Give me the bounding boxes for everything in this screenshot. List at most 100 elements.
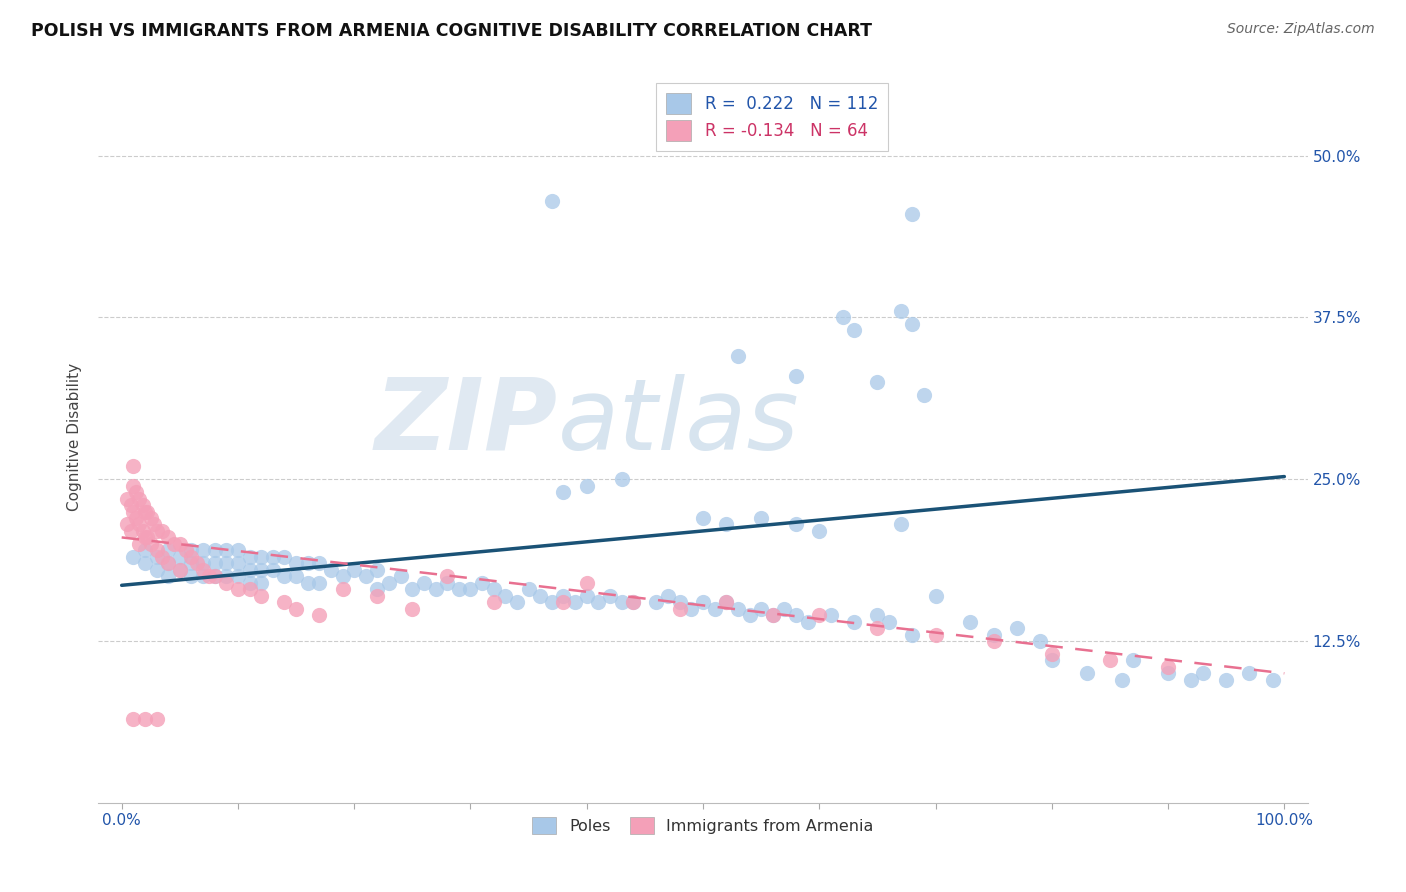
Point (621, 595, 644, 609)
Point (136, 504, 159, 518)
Point (1215, 673, 1237, 687)
Point (136, 530, 159, 544)
Point (169, 537, 191, 551)
Point (610, 472, 633, 486)
Point (122, 504, 145, 518)
Point (134, 530, 156, 544)
Point (762, 608, 785, 623)
Point (901, 627, 924, 641)
Point (215, 569, 238, 583)
Point (866, 621, 889, 635)
Point (297, 575, 319, 590)
Point (959, 615, 981, 629)
Point (128, 517, 150, 532)
Point (749, 601, 772, 615)
Point (285, 569, 308, 583)
Point (575, 589, 598, 603)
Y-axis label: Cognitive Disability: Cognitive Disability (67, 363, 83, 511)
Point (250, 563, 273, 577)
Point (1157, 666, 1180, 681)
Point (117, 517, 139, 532)
Point (901, 317, 924, 331)
Point (169, 563, 191, 577)
Point (785, 368, 807, 383)
Point (332, 582, 354, 597)
Point (262, 549, 284, 564)
Point (436, 569, 458, 583)
Point (139, 537, 162, 551)
Point (239, 582, 262, 597)
Point (564, 595, 586, 609)
Point (924, 589, 946, 603)
Point (471, 575, 494, 590)
Point (1192, 666, 1215, 681)
Point (657, 589, 679, 603)
Point (145, 543, 167, 558)
Point (122, 549, 145, 564)
Point (180, 557, 202, 571)
Point (128, 537, 150, 551)
Point (297, 557, 319, 571)
Text: ZIP: ZIP (375, 374, 558, 471)
Point (262, 563, 284, 577)
Point (796, 615, 818, 629)
Legend: Poles, Immigrants from Armenia: Poles, Immigrants from Armenia (524, 809, 882, 842)
Point (180, 549, 202, 564)
Point (204, 543, 226, 558)
Point (389, 569, 412, 583)
Point (1122, 653, 1144, 667)
Point (460, 582, 482, 597)
Text: POLISH VS IMMIGRANTS FROM ARMENIA COGNITIVE DISABILITY CORRELATION CHART: POLISH VS IMMIGRANTS FROM ARMENIA COGNIT… (31, 22, 872, 40)
Point (983, 634, 1005, 648)
Point (553, 595, 575, 609)
Point (239, 563, 262, 577)
Point (250, 575, 273, 590)
Point (226, 557, 249, 571)
Point (273, 569, 295, 583)
Point (122, 712, 145, 726)
Point (866, 608, 889, 623)
Point (820, 608, 842, 623)
Point (145, 524, 167, 538)
Point (727, 349, 749, 363)
Point (378, 575, 401, 590)
Point (308, 608, 330, 623)
Point (157, 530, 180, 544)
Point (1239, 666, 1261, 681)
Point (169, 563, 191, 577)
Point (204, 569, 226, 583)
Point (157, 569, 180, 583)
Point (204, 557, 226, 571)
Point (773, 601, 796, 615)
Point (215, 543, 238, 558)
Point (844, 615, 866, 629)
Point (226, 543, 249, 558)
Point (139, 511, 162, 525)
Point (122, 459, 145, 474)
Point (681, 601, 703, 615)
Point (366, 582, 388, 597)
Point (134, 712, 156, 726)
Point (1180, 673, 1202, 687)
Point (401, 601, 423, 615)
Point (131, 498, 153, 512)
Point (482, 595, 505, 609)
Point (645, 595, 668, 609)
Point (494, 589, 516, 603)
Point (621, 595, 644, 609)
Point (191, 563, 214, 577)
Point (163, 537, 186, 551)
Point (413, 575, 436, 590)
Point (517, 582, 540, 597)
Point (401, 582, 423, 597)
Point (308, 557, 330, 571)
Point (890, 303, 912, 318)
Point (145, 712, 167, 726)
Point (1098, 653, 1121, 667)
Point (716, 595, 738, 609)
Point (436, 575, 458, 590)
Point (239, 575, 262, 590)
Point (250, 589, 273, 603)
Point (1040, 653, 1063, 667)
Point (145, 549, 167, 564)
